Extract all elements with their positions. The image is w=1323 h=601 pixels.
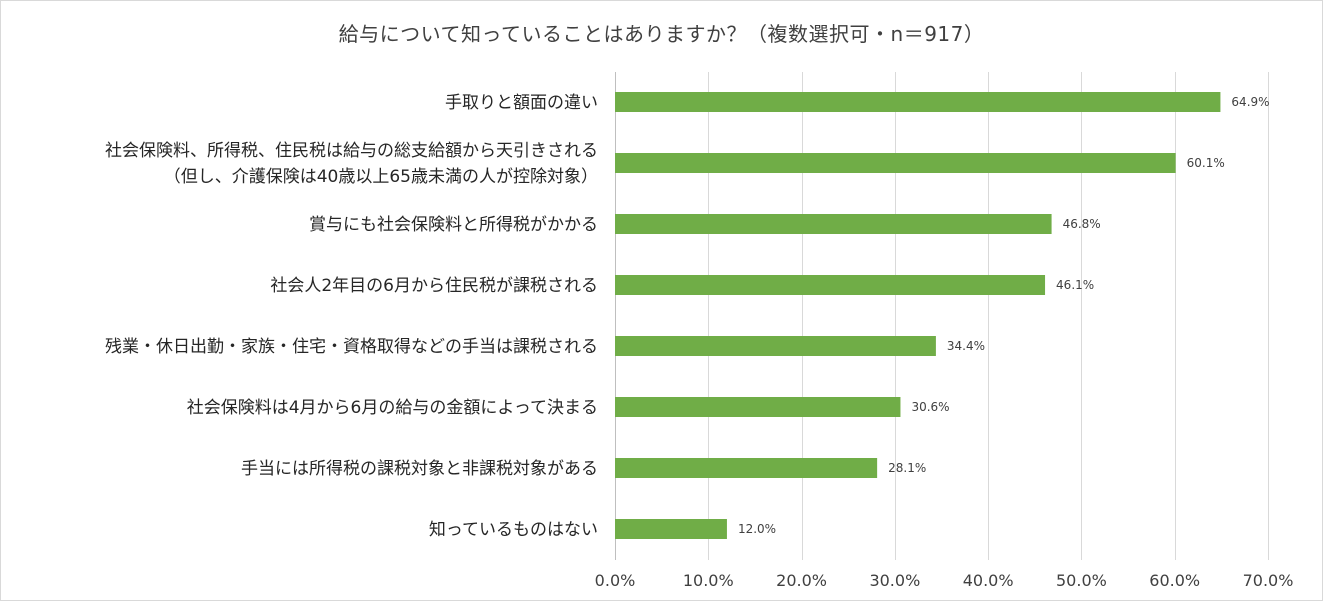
grid-layer: [615, 72, 1269, 560]
bar-value-label: 30.6%: [911, 400, 949, 414]
bar-value-label: 34.4%: [947, 339, 985, 353]
tick-layer: 0.0% 10.0% 20.0% 30.0% 40.0% 50.0% 60.0% 70.0%: [595, 571, 1294, 590]
bar-layer: [615, 92, 1221, 539]
bar: [615, 519, 727, 539]
chart-title: 給与について知っていることはありますか？（複数選択可・n＝917）: [338, 22, 985, 46]
bar-value-label: 60.1%: [1187, 156, 1225, 170]
bar-value-label: 28.1%: [888, 461, 926, 475]
bar: [615, 275, 1046, 295]
x-tick-label: 50.0%: [1056, 571, 1107, 590]
category-label: 社会人2年目の6月から住民税が課税される: [270, 276, 598, 296]
x-tick-label: 40.0%: [963, 571, 1014, 590]
bar: [615, 92, 1221, 112]
bar-value-label: 46.8%: [1063, 217, 1101, 231]
bar: [615, 397, 901, 417]
x-tick-label: 30.0%: [869, 571, 920, 590]
x-tick-label: 70.0%: [1243, 571, 1294, 590]
bar-value-label: 46.1%: [1056, 278, 1094, 292]
x-tick-label: 20.0%: [776, 571, 827, 590]
bar: [615, 458, 878, 478]
category-label: 残業・休日出勤・家族・住宅・資格取得などの手当は課税される: [105, 337, 598, 357]
category-label: 手取りと額面の違い: [445, 93, 598, 113]
category-label: 知っているものはない: [429, 520, 598, 540]
x-tick-label: 10.0%: [683, 571, 734, 590]
bar: [615, 153, 1176, 173]
bar: [615, 214, 1052, 234]
category-label: 社会保険料は4月から6月の給与の金額によって決まる: [187, 398, 598, 418]
bar: [615, 336, 936, 356]
bar-value-label: 12.0%: [738, 522, 776, 536]
x-tick-label: 0.0%: [595, 571, 636, 590]
category-label: 社会保険料、所得税、住民税は給与の総支給額から天引きされる: [105, 141, 598, 161]
category-label: 賞与にも社会保険料と所得税がかかる: [309, 215, 598, 235]
category-label: （但し、介護保険は40歳以上65歳未満の人が控除対象）: [164, 167, 598, 187]
bar-value-label: 64.9%: [1231, 95, 1269, 109]
label-layer: 64.9% 手取りと額面の違い 60.1% 社会保険料、所得税、住民税は給与の総支給額…: [105, 93, 1270, 540]
x-tick-label: 60.0%: [1149, 571, 1200, 590]
category-label: 手当には所得税の課税対象と非課税対象がある: [241, 459, 598, 479]
